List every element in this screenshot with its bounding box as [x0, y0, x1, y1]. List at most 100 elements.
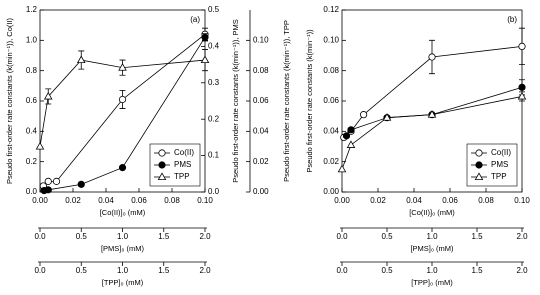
y-tick-label: 0.06 [323, 96, 339, 105]
data-point [518, 42, 526, 51]
data-point [201, 33, 209, 41]
data-point [382, 113, 392, 121]
x-tick-label: 0.08 [164, 196, 180, 205]
x-tick-label: 0.0 [336, 232, 348, 241]
panel-label: (a) [190, 15, 200, 24]
legend-label: PMS [174, 160, 191, 169]
data-point [118, 63, 127, 71]
x-tick-label: 0.5 [381, 232, 393, 241]
x-tick-label: 0.00 [334, 196, 350, 205]
y-tick-label: 0.02 [323, 157, 339, 166]
x-tick-label: 0.10 [197, 196, 213, 205]
x-tick-label: 0.0 [34, 266, 46, 275]
x-tick-label: 2.0 [516, 232, 528, 241]
data-point [118, 164, 127, 172]
x-tick-label: 0.04 [406, 196, 422, 205]
y-tick-label: 0.00 [253, 187, 269, 196]
x-axis-title: [PMS]₀ (mM) [101, 244, 145, 253]
data-point [43, 91, 53, 100]
data-point [44, 177, 52, 185]
y-axis-title: Pseudo first-order rate constants (k(min… [305, 29, 314, 173]
y-tick-label: 0.04 [253, 126, 269, 135]
y-tick-label: 0.8 [26, 66, 38, 75]
legend-label: Co(II) [491, 148, 511, 157]
y-tick-label: 0.4 [26, 126, 38, 135]
data-point [517, 91, 527, 100]
x-tick-label: 0.02 [65, 196, 81, 205]
data-point [44, 186, 52, 194]
x-tick-label: 0.5 [76, 266, 88, 275]
panel-label: (b) [507, 15, 517, 24]
x-tick-label: 0.10 [514, 196, 530, 205]
data-point [337, 164, 347, 173]
x-tick-label: 0.0 [34, 232, 46, 241]
legend-marker [157, 172, 167, 180]
data-point [342, 132, 351, 140]
x-tick-label: 1.0 [426, 232, 438, 241]
data-point [518, 83, 526, 91]
y-axis-title: Pseudo first-order rate constants (k(min… [5, 17, 14, 184]
x-tick-label: 0.04 [98, 196, 114, 205]
x-tick-label: 0.02 [370, 196, 386, 205]
x-axis-title: [Co(II)]₀ (mM) [409, 208, 455, 217]
y-tick-label: 0.12 [323, 5, 339, 14]
data-point [118, 95, 127, 104]
x-tick-label: 1.0 [117, 266, 129, 275]
y-tick-label: 1.0 [26, 35, 38, 44]
data-point [76, 55, 86, 64]
data-point [427, 110, 437, 118]
x-tick-label: 1.5 [158, 232, 170, 241]
y-tick-label: 0.2 [26, 157, 38, 166]
legend-label: TPP [174, 172, 190, 181]
y-tick-label: 0.08 [323, 66, 339, 75]
x-tick-label: 1.0 [426, 266, 438, 275]
data-point [200, 55, 210, 64]
data-point [35, 141, 45, 150]
legend-marker [158, 161, 166, 169]
x-tick-label: 0.5 [76, 232, 88, 241]
x-tick-label: 1.5 [158, 266, 170, 275]
x-tick-label: 1.5 [471, 232, 483, 241]
x-tick-label: 0.0 [336, 266, 348, 275]
x-tick-label: 2.0 [199, 232, 211, 241]
y-tick-label: 0.5 [208, 5, 220, 14]
x-axis-title: [Co(II)]₀ (mM) [100, 208, 146, 217]
x-tick-label: 2.0 [516, 266, 528, 275]
legend-label: PMS [491, 160, 508, 169]
y-tick-label: 0.10 [253, 35, 269, 44]
legend-marker [474, 172, 484, 180]
x-tick-label: 0.5 [381, 266, 393, 275]
legend-label: Co(II) [174, 148, 194, 157]
data-point [52, 177, 61, 185]
legend-label: TPP [491, 172, 507, 181]
y-tick-label: 0.6 [26, 96, 38, 105]
data-point [77, 180, 85, 188]
x-tick-label: 0.00 [32, 196, 48, 205]
x-tick-label: 1.0 [117, 232, 129, 241]
y-tick-label: 0.08 [253, 66, 269, 75]
y-tick-label: 0.10 [323, 35, 339, 44]
y-axis-title: Pseudo first-order rate constants (k(min… [282, 20, 291, 182]
y-tick-label: 0.1 [208, 151, 220, 160]
x-tick-label: 1.5 [471, 266, 483, 275]
y-tick-label: 1.2 [26, 5, 38, 14]
data-point [359, 111, 368, 119]
data-point [346, 140, 356, 148]
legend-marker [475, 149, 483, 157]
y-tick-label: 0.06 [253, 96, 269, 105]
x-axis-title: [PMS]₀ (mM) [410, 244, 454, 253]
legend-marker [158, 149, 166, 157]
x-tick-label: 0.06 [131, 196, 147, 205]
y-tick-label: 0.2 [208, 114, 220, 123]
x-tick-label: 0.06 [442, 196, 458, 205]
legend-marker [475, 161, 483, 169]
y-axis-title: Pseudo first-order rate constants (k(min… [231, 19, 240, 183]
data-point [347, 126, 355, 134]
y-tick-label: 0.04 [323, 126, 339, 135]
x-axis-title: [TPP]₀ (mM) [411, 278, 453, 287]
y-tick-label: 0.4 [208, 42, 220, 51]
x-tick-label: 2.0 [199, 266, 211, 275]
y-tick-label: 0.00 [323, 187, 339, 196]
y-tick-label: 0.0 [208, 187, 220, 196]
